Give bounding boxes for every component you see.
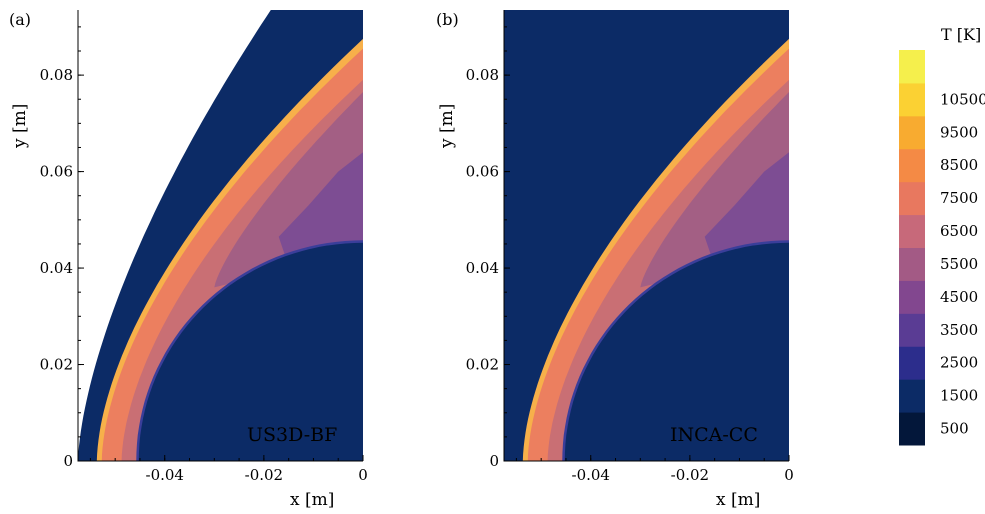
colorbar-label: 10500 [940, 90, 985, 108]
y-tick-label: 0.02 [466, 356, 499, 374]
panel-label: (b) [436, 10, 459, 29]
colorbar-labels: 500 1500 2500 3500 4500 5500 6500 7500 8500 9500 1… [940, 90, 985, 437]
y-tick-label: 0.04 [466, 259, 499, 277]
colorbar-swatches [899, 50, 925, 446]
colorbar-label: 7500 [940, 189, 978, 207]
x-tick-label: 0 [784, 466, 794, 484]
colorbar-label: 5500 [940, 255, 978, 273]
y-ticks: 0 0.02 0.04 0.06 0.08 [466, 26, 510, 470]
y-tick-label: 0.06 [40, 163, 73, 181]
colorbar-swatch [899, 379, 925, 413]
y-axis-label: y [m] [10, 104, 30, 149]
colorbar-label: 6500 [940, 222, 978, 240]
x-axis-label: x [m] [290, 490, 334, 510]
colorbar-swatch [899, 148, 925, 183]
colorbar-swatch [899, 50, 925, 84]
cold-temperature-layer [278, 152, 363, 256]
y-tick-label: 0 [63, 452, 73, 470]
colorbar-swatch [899, 247, 925, 281]
y-tick-label: 0 [489, 452, 499, 470]
panel-b-inca-cc: -0.04 -0.02 0 0 0.02 0.04 0.06 0.08 (b) INCA-C… [436, 10, 794, 510]
panel-a-us3d-bf: -0.04 -0.02 0 0 0.02 0.04 0.06 0.08 (a) US3D-B… [9, 10, 368, 510]
x-ticks: -0.04 -0.02 0 [89, 455, 368, 484]
colorbar-label: 8500 [940, 156, 978, 174]
colorbar-swatch [899, 214, 925, 248]
y-tick-label: 0.08 [466, 66, 499, 84]
colorbar-label: 500 [940, 420, 969, 438]
colorbar-label: 1500 [940, 387, 978, 405]
x-tick-label: -0.04 [146, 466, 184, 484]
colorbar-swatch [899, 280, 925, 314]
case-label: US3D-BF [247, 424, 337, 446]
colorbar-label: 2500 [940, 354, 978, 372]
colorbar-swatch [899, 181, 925, 216]
colorbar-label: 3500 [940, 321, 978, 339]
wall-boundary-layer [136, 240, 363, 461]
case-label: INCA-CC [670, 424, 758, 446]
colorbar-label: 9500 [940, 123, 978, 141]
panel-label: (a) [9, 10, 31, 29]
colorbar-title: T [K] [941, 25, 981, 44]
x-tick-label: -0.04 [572, 466, 610, 484]
x-ticks: -0.04 -0.02 0 [515, 455, 794, 484]
cold-temperature-layer [704, 152, 789, 256]
x-tick-label: -0.02 [245, 466, 283, 484]
y-ticks: 0 0.02 0.04 0.06 0.08 [40, 26, 84, 470]
y-tick-label: 0.04 [40, 259, 73, 277]
x-axis-label: x [m] [716, 490, 760, 510]
colorbar-swatch [899, 313, 925, 347]
colorbar-label: 4500 [940, 288, 978, 306]
y-axis-label: y [m] [437, 104, 457, 149]
colorbar-swatch [899, 115, 925, 150]
colorbar-swatch [899, 82, 925, 117]
wall-boundary-layer [562, 240, 789, 461]
x-tick-label: 0 [358, 466, 368, 484]
y-tick-label: 0.02 [40, 356, 73, 374]
y-tick-label: 0.08 [40, 66, 73, 84]
colorbar-swatch [899, 412, 925, 446]
temperature-colorbar: T [K] 500 1500 2500 3500 4500 5500 6500 7500 850… [899, 25, 985, 446]
colorbar-swatch [899, 346, 925, 380]
x-tick-label: -0.02 [671, 466, 709, 484]
y-tick-label: 0.06 [466, 163, 499, 181]
